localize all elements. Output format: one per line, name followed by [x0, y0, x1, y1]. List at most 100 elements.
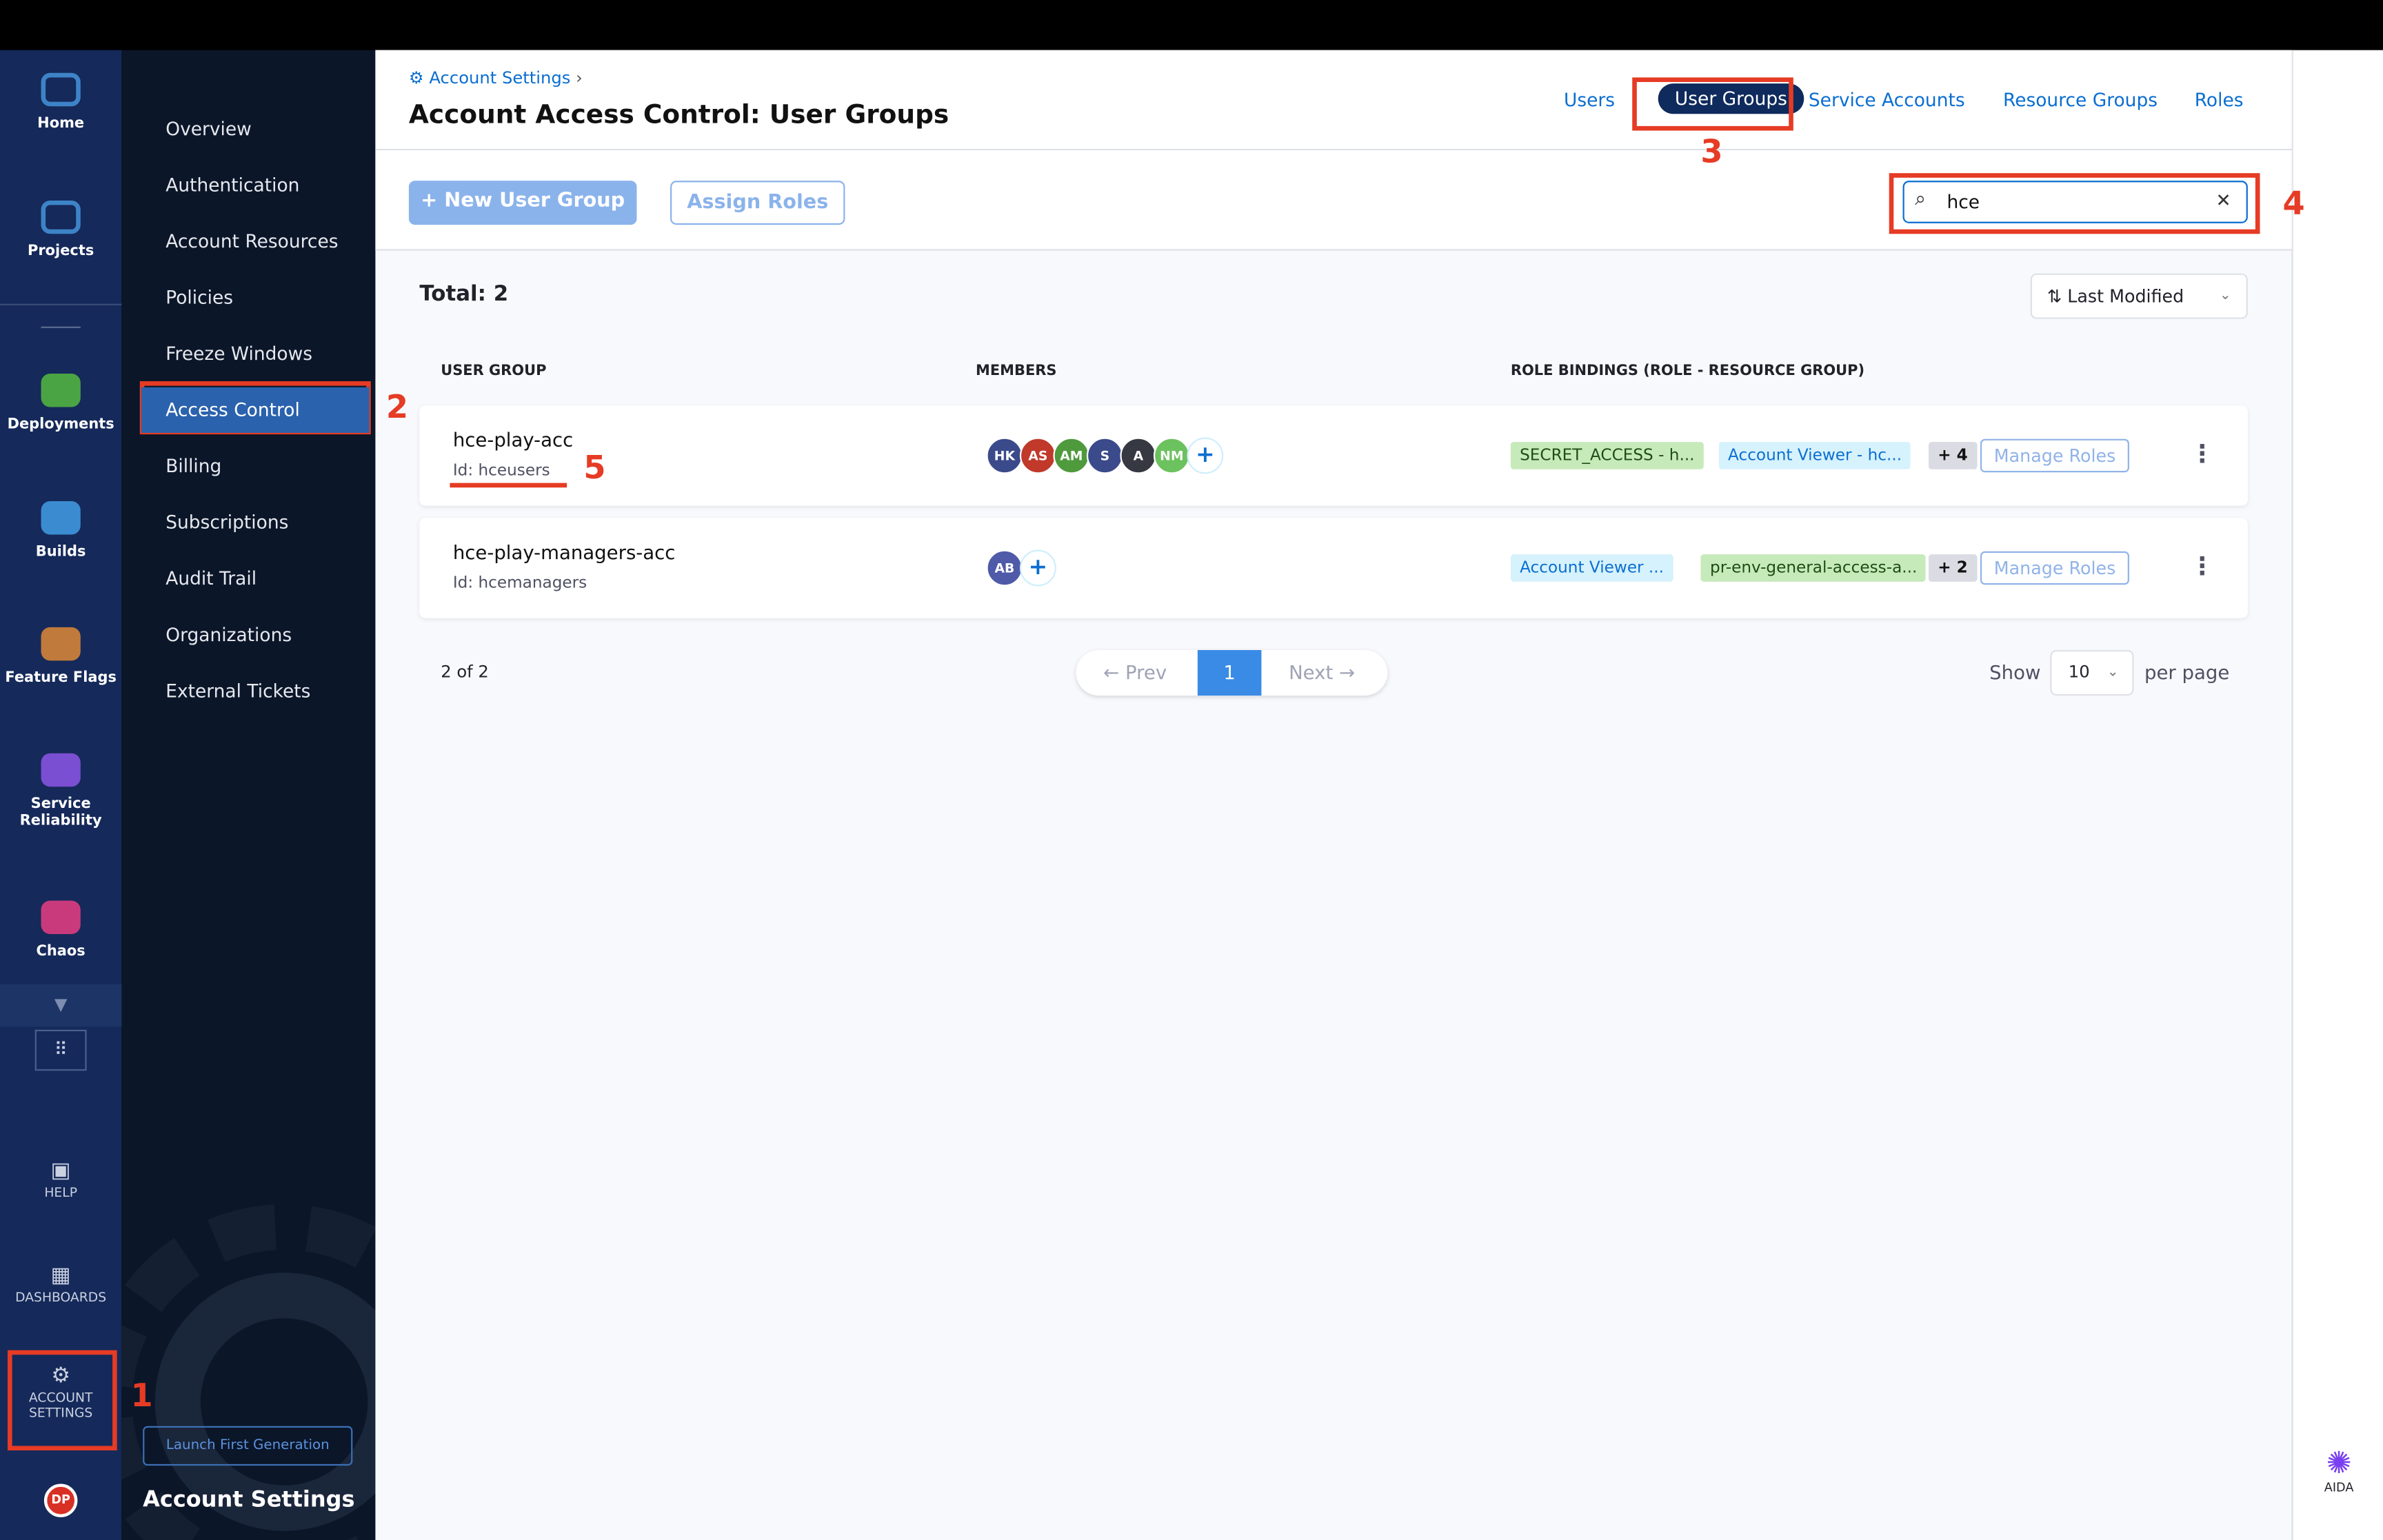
group-id: Id: hcemanagers: [452, 574, 587, 593]
role-binding-tag[interactable]: SECRET_ACCESS - h...: [1510, 442, 1704, 469]
assign-roles-button[interactable]: Assign Roles: [670, 181, 845, 225]
nav-service-reliability[interactable]: Service Reliability: [0, 753, 121, 829]
member-avatar[interactable]: AB: [986, 549, 1023, 587]
right-panel: ✺ AIDA: [2291, 50, 2383, 1540]
nav-label: Projects: [27, 243, 94, 260]
sidebar-item-account-resources[interactable]: Account Resources: [165, 230, 339, 252]
group-name[interactable]: hce-play-managers-acc: [452, 540, 676, 564]
sidebar-item-billing[interactable]: Billing: [165, 455, 222, 477]
member-avatar[interactable]: AS: [1019, 437, 1056, 474]
role-binding-tag[interactable]: Account Viewer ...: [1510, 554, 1673, 582]
more-options-icon[interactable]: ⋮: [2190, 551, 2215, 580]
group-id: Id: hceusers: [452, 461, 550, 480]
divider: [41, 326, 81, 328]
prev-button[interactable]: ← Prev: [1103, 660, 1167, 684]
nav-chaos[interactable]: Chaos: [0, 900, 121, 960]
group-name[interactable]: hce-play-acc: [452, 428, 574, 452]
nav-builds[interactable]: Builds: [0, 501, 121, 560]
nav-account-settings[interactable]: ⚙ ACCOUNT SETTINGS: [0, 1364, 121, 1421]
more-options-icon[interactable]: ⋮: [2190, 438, 2215, 468]
search-input[interactable]: ⌕ hce ✕: [1902, 181, 2248, 223]
nav-help[interactable]: ▣ HELP: [0, 1159, 121, 1202]
deployments-icon: [41, 373, 81, 407]
chevron-down-icon: ⌄: [2219, 288, 2231, 304]
nav-rail: [0, 50, 122, 1540]
sidebar-footer-title: Account Settings: [143, 1488, 355, 1513]
new-user-group-button[interactable]: + New User Group: [408, 181, 637, 225]
column-header-members: MEMBERS: [976, 363, 1057, 380]
user-avatar[interactable]: DP: [43, 1483, 78, 1517]
member-avatar[interactable]: A: [1120, 437, 1157, 474]
nav-home[interactable]: Home: [0, 72, 121, 132]
tab-service-accounts[interactable]: Service Accounts: [1808, 89, 1965, 111]
role-binding-tag[interactable]: Account Viewer - hc...: [1718, 442, 1911, 469]
manage-roles-button[interactable]: Manage Roles: [1980, 551, 2130, 585]
show-label: Show: [1989, 660, 2041, 684]
sidebar-item-policies[interactable]: Policies: [165, 287, 234, 309]
aida-label: AIDA: [2324, 1481, 2354, 1495]
pagination: ← Prev 1 Next →: [1076, 649, 1388, 696]
sort-label: Last Modified: [2067, 285, 2184, 307]
table-row[interactable]: hce-play-acc Id: hceusers HK AS AM S A NM + SECRE…: [419, 405, 2248, 506]
settings-sidebar: Launch First Generation Account Settings: [121, 50, 376, 1540]
chaos-icon: [41, 900, 81, 934]
member-avatar[interactable]: S: [1086, 437, 1123, 474]
total-count: Total: 2: [419, 282, 509, 307]
annotation-number: 2: [385, 389, 409, 425]
nav-deployments[interactable]: Deployments: [0, 373, 121, 433]
member-avatar[interactable]: AM: [1053, 437, 1090, 474]
sidebar-item-subscriptions[interactable]: Subscriptions: [165, 511, 289, 534]
sidebar-item-freeze-windows[interactable]: Freeze Windows: [165, 343, 313, 365]
sidebar-item-access-control[interactable]: Access Control: [141, 387, 370, 433]
sidebar-item-organizations[interactable]: Organizations: [165, 624, 292, 646]
role-binding-tag[interactable]: pr-env-general-access-a...: [1700, 554, 1927, 582]
sidebar-item-audit-trail[interactable]: Audit Trail: [165, 567, 257, 589]
tab-users[interactable]: Users: [1564, 89, 1616, 111]
tab-resource-groups[interactable]: Resource Groups: [2003, 89, 2158, 111]
nav-label: Service Reliability: [19, 796, 102, 829]
member-avatar[interactable]: NM: [1153, 437, 1190, 474]
breadcrumb-account-settings[interactable]: Account Settings: [429, 68, 571, 88]
launch-first-generation-button[interactable]: Launch First Generation: [143, 1426, 353, 1466]
add-member-button[interactable]: +: [1019, 549, 1056, 587]
tab-user-groups[interactable]: User Groups: [1658, 83, 1804, 114]
clear-search-icon[interactable]: ✕: [2215, 190, 2231, 212]
nav-feature-flags[interactable]: Feature Flags: [0, 627, 121, 687]
service-reliability-icon: [41, 753, 81, 787]
page-size-select[interactable]: 10 ⌄: [2050, 649, 2134, 696]
per-page-label: per page: [2144, 660, 2230, 684]
sidebar-item-authentication[interactable]: Authentication: [165, 174, 300, 196]
member-avatar[interactable]: HK: [986, 437, 1023, 474]
nav-dashboards[interactable]: ▦ DASHBOARDS: [0, 1264, 121, 1306]
search-icon: ⌕: [1915, 188, 1927, 212]
nav-projects[interactable]: Projects: [0, 200, 121, 260]
chevron-down-icon: ⌄: [2107, 665, 2119, 681]
tab-roles[interactable]: Roles: [2194, 89, 2244, 111]
page-1-button[interactable]: 1: [1197, 649, 1262, 696]
gear-icon: ⚙: [408, 68, 424, 88]
sidebar-item-overview[interactable]: Overview: [165, 118, 252, 140]
manage-roles-button[interactable]: Manage Roles: [1980, 438, 2130, 473]
aida-button[interactable]: ✺ AIDA: [2315, 1444, 2364, 1495]
rail-expand-chevron-icon[interactable]: ▼: [0, 984, 122, 1027]
builds-icon: [41, 501, 81, 535]
nav-label: HELP: [44, 1186, 77, 1202]
table-row[interactable]: hce-play-managers-acc Id: hcemanagers AB + A…: [419, 518, 2248, 618]
divider: [0, 303, 122, 305]
more-bindings-badge[interactable]: + 2: [1929, 554, 1978, 582]
modules-grid-icon[interactable]: ⠿: [34, 1029, 87, 1071]
add-member-button[interactable]: +: [1187, 437, 1224, 474]
sort-dropdown[interactable]: ⇅ Last Modified ⌄: [2030, 273, 2248, 319]
column-header-role-bindings: ROLE BINDINGS (ROLE - RESOURCE GROUP): [1510, 363, 1865, 380]
dashboards-icon: ▦: [50, 1264, 71, 1288]
main-content: ⚙ Account Settings › Account Access Cont…: [375, 50, 2292, 1540]
aida-icon: ✺: [2326, 1444, 2352, 1481]
next-button[interactable]: Next →: [1289, 660, 1356, 684]
page-header: ⚙ Account Settings › Account Access Cont…: [375, 50, 2292, 151]
column-header-user-group: USER GROUP: [441, 363, 547, 380]
sidebar-item-external-tickets[interactable]: External Tickets: [165, 680, 311, 702]
more-bindings-badge[interactable]: + 4: [1929, 442, 1978, 469]
nav-label: Deployments: [7, 416, 114, 433]
annotation-number: 5: [583, 449, 606, 487]
breadcrumb[interactable]: ⚙ Account Settings ›: [409, 68, 583, 88]
